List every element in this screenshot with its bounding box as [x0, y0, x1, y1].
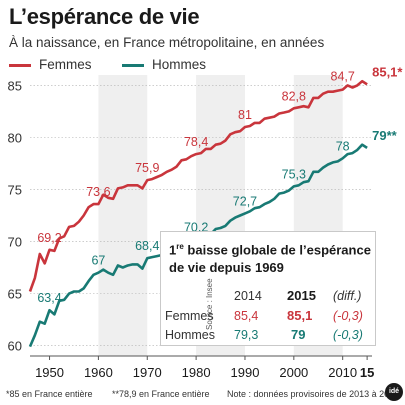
- legend-swatch-hommes: [122, 64, 144, 67]
- series-line-femmes: [28, 79, 368, 292]
- data-label-hommes-1980: 70,2: [184, 220, 208, 234]
- legend-swatch-femmes: [9, 64, 31, 67]
- data-label-hommes-2015: 79**: [372, 128, 398, 143]
- data-label-hommes-2010: 78: [336, 139, 350, 153]
- data-label-hommes-2000: 75,3: [282, 167, 306, 181]
- data-label-femmes-2010: 84,7: [331, 70, 355, 84]
- y-tick-label-80: 80: [8, 130, 22, 145]
- y-tick-label-70: 70: [8, 235, 22, 250]
- x-tick-label-1990: 1990: [231, 365, 260, 380]
- chart-subtitle: À la naissance, en France métropolitaine…: [9, 35, 325, 50]
- inset-title-sup: re: [176, 242, 184, 251]
- y-tick-label-60: 60: [8, 339, 22, 354]
- inset-row-femmes-label: Femmes: [165, 309, 214, 323]
- data-label-hommes-1970: 68,4: [135, 239, 159, 253]
- data-label-femmes-1950: 69,2: [37, 231, 61, 245]
- x-tick-label-1960: 1960: [84, 365, 113, 380]
- inset-col-2015: 2015: [287, 288, 316, 303]
- data-label-femmes-1980: 78,4: [184, 135, 208, 149]
- x-tick-label-1970: 1970: [133, 365, 162, 380]
- inset-title-number: 1: [169, 242, 177, 258]
- data-label-femmes-2000: 82,8: [282, 89, 306, 103]
- inset-col-diff: (diff.): [333, 289, 362, 303]
- inset-table: 1re baisse globale de l’espérance de vie…: [160, 231, 376, 346]
- decade-band-0: [98, 75, 148, 356]
- data-label-femmes-2015: 85,1*: [372, 64, 403, 79]
- data-label-hommes-1950: 63,4: [37, 291, 61, 305]
- inset-row-femmes-2014: 85,4: [234, 309, 259, 323]
- legend-label-femmes: Femmes: [39, 57, 92, 72]
- y-tick-label-85: 85: [8, 78, 22, 93]
- inset-title-text: baisse globale de l’espérance de vie dep…: [169, 242, 371, 276]
- x-tick-label-2000: 2000: [279, 365, 308, 380]
- inset-row-femmes-diff: (-0,3): [333, 309, 363, 323]
- x-tick-label-1950: 1950: [35, 365, 64, 380]
- inset-title: 1re baisse globale de l’espérance de vie…: [169, 238, 374, 277]
- inset-row-hommes-2015: 79: [291, 327, 306, 342]
- inset-row-hommes-diff: (-0,3): [333, 328, 363, 342]
- x-tick-label-1980: 1980: [182, 365, 211, 380]
- inset-col-2014: 2014: [234, 289, 262, 303]
- inset-row-hommes-2014: 79,3: [234, 328, 259, 342]
- data-label-femmes-1970: 75,9: [135, 161, 159, 175]
- inset-row-hommes-label: Hommes: [165, 328, 216, 342]
- x-tick-label-15: 15: [360, 365, 374, 380]
- publisher-logo: idé: [385, 383, 403, 401]
- data-label-femmes-1990: 81: [238, 108, 252, 122]
- data-label-hommes-1990: 72,7: [233, 194, 257, 208]
- data-label-femmes-1960: 73,6: [86, 185, 110, 199]
- data-label-hommes-1960: 67: [91, 254, 105, 268]
- chart-title: L’espérance de vie: [9, 4, 200, 29]
- footnote-femmes: *85 en France entière: [6, 389, 93, 399]
- y-tick-label-75: 75: [8, 182, 22, 197]
- x-tick-label-2010: 2010: [328, 365, 357, 380]
- y-tick-label-65: 65: [8, 287, 22, 302]
- footnote-provisional: Note : données provisoires de 2013 à 201…: [227, 389, 400, 399]
- footnote-hommes: **78,9 en France entière: [112, 389, 210, 399]
- legend-label-hommes: Hommes: [152, 57, 207, 72]
- source-note: Source : Insee: [205, 278, 214, 330]
- inset-row-femmes-2015: 85,1: [287, 308, 313, 323]
